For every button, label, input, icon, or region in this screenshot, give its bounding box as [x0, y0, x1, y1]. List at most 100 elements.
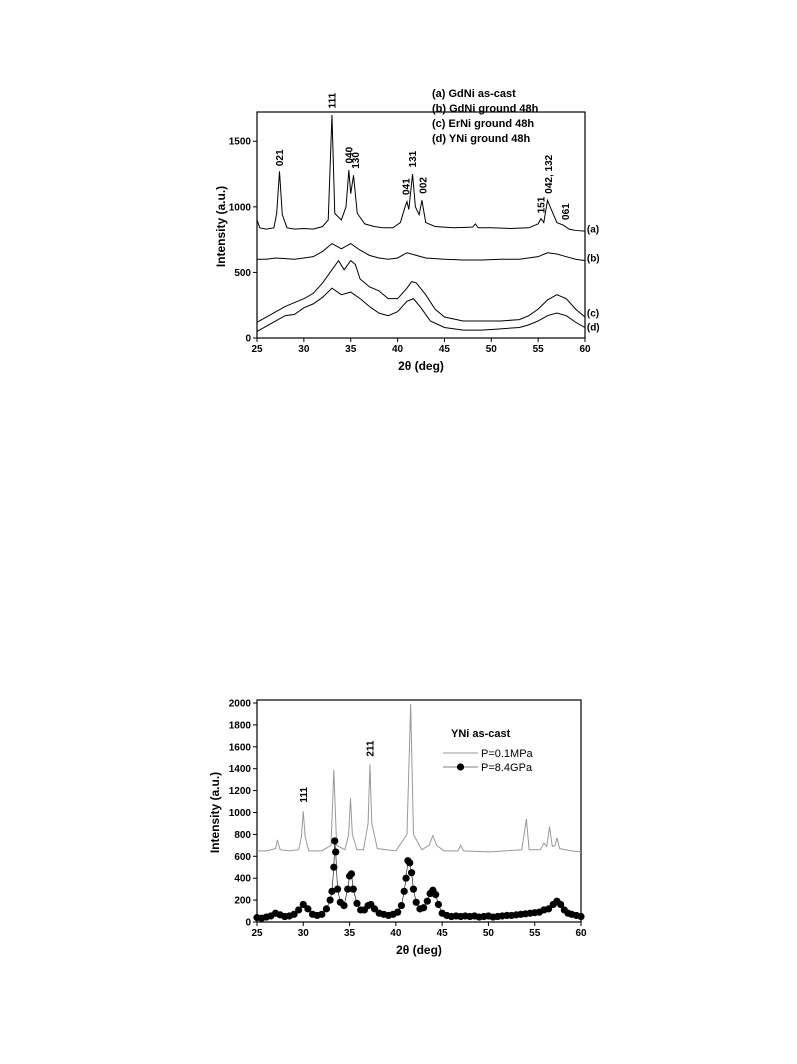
x-tick-label: 50 — [486, 344, 498, 355]
peak-label: 021 — [275, 149, 286, 166]
y-tick-label: 800 — [234, 830, 251, 841]
legend-title: YNi as-cast — [451, 728, 511, 740]
data-point — [295, 906, 303, 914]
legend-label: (b) GdNi ground 48h — [432, 103, 539, 115]
plot-frame — [256, 111, 586, 339]
data-point — [409, 885, 418, 893]
y-tick-label: 0 — [245, 918, 251, 929]
curve-label: (a) — [587, 225, 599, 236]
data-point — [318, 910, 326, 918]
legend-label: P=8.4GPa — [481, 762, 533, 774]
peak-label: 041 — [402, 178, 413, 195]
x-tick-label: 50 — [483, 928, 495, 939]
data-line — [256, 287, 586, 332]
y-axis-title: Intensity (a.u.) — [208, 772, 222, 853]
legend-label: (a) GdNi as-cast — [432, 88, 516, 100]
peak-label: 040 — [344, 146, 355, 163]
x-tick-label: 60 — [575, 928, 587, 939]
curve-label: (c) — [587, 309, 599, 320]
x-tick-label: 40 — [392, 344, 404, 355]
data-point — [304, 905, 312, 913]
data-line — [257, 704, 582, 853]
data-point — [407, 869, 416, 877]
data-point — [397, 901, 406, 910]
data-point — [545, 905, 553, 913]
data-point — [412, 898, 420, 906]
peak-label: 061 — [561, 203, 572, 220]
y-tick-label: 1500 — [229, 137, 252, 148]
x-tick-label: 35 — [344, 928, 356, 939]
x-tick-label: 60 — [579, 344, 591, 355]
y-tick-label: 2000 — [229, 699, 252, 710]
x-tick-label: 30 — [298, 344, 310, 355]
peak-label: 131 — [408, 150, 419, 167]
data-point — [353, 899, 361, 907]
data-point — [557, 900, 565, 909]
y-tick-label: 0 — [245, 334, 251, 345]
peak-label: 111 — [299, 787, 310, 803]
data-point — [423, 897, 431, 905]
x-tick-label: 35 — [345, 344, 357, 355]
data-point — [326, 896, 334, 904]
x-tick-label: 45 — [437, 928, 449, 939]
y-tick-label: 1200 — [229, 786, 252, 797]
peak-label: 002 — [418, 177, 429, 194]
data-point — [328, 887, 336, 895]
data-point — [394, 908, 402, 916]
x-tick-label: 55 — [529, 928, 541, 939]
x-tick-label: 55 — [533, 344, 545, 355]
legend-label: P=0.1MPa — [481, 748, 534, 760]
data-point — [299, 900, 307, 909]
data-line — [256, 114, 586, 232]
peak-label: 151 — [536, 196, 547, 213]
curve-label: (d) — [587, 322, 600, 333]
data-point — [332, 848, 340, 856]
curve-label: (b) — [587, 253, 600, 264]
data-point — [402, 874, 410, 882]
data-point — [331, 837, 339, 845]
data-point — [344, 885, 352, 893]
peak-label: 130 — [351, 152, 362, 169]
data-point — [349, 885, 357, 893]
plot-frame — [256, 699, 582, 923]
y-tick-label: 1800 — [229, 720, 252, 731]
x-axis-title: 2θ (deg) — [398, 359, 444, 373]
data-point — [370, 905, 379, 913]
data-point — [290, 910, 298, 918]
x-tick-label: 30 — [298, 928, 310, 939]
data-point — [577, 912, 585, 921]
data-point — [420, 904, 428, 912]
y-tick-label: 400 — [234, 874, 251, 885]
y-tick-label: 1000 — [229, 808, 252, 819]
x-axis-title: 2θ (deg) — [396, 943, 442, 957]
data-line — [256, 259, 586, 323]
x-tick-label: 25 — [251, 928, 263, 939]
peak-label: 211 — [365, 740, 376, 757]
data-point — [434, 900, 443, 909]
y-tick-label: 500 — [234, 268, 251, 279]
data-point — [333, 885, 342, 893]
y-tick-label: 200 — [234, 896, 251, 907]
y-tick-label: 1600 — [229, 742, 252, 753]
x-tick-label: 40 — [390, 928, 402, 939]
y-tick-label: 600 — [234, 852, 251, 863]
y-axis-title: Intensity (a.u.) — [214, 186, 228, 267]
data-point — [330, 863, 338, 871]
legend-label: (d) YNi ground 48h — [432, 133, 530, 145]
legend-label: (c) ErNi ground 48h — [432, 118, 534, 130]
data-line — [257, 242, 586, 262]
x-tick-label: 45 — [439, 344, 451, 355]
data-point — [406, 859, 414, 867]
peak-label: 042, 132 — [544, 154, 555, 193]
x-tick-label: 25 — [251, 344, 263, 355]
data-point — [347, 870, 356, 878]
y-tick-label: 1400 — [229, 764, 252, 775]
data-point — [322, 905, 331, 913]
legend-marker — [456, 763, 465, 771]
data-point — [432, 891, 440, 899]
data-point — [400, 887, 408, 895]
y-tick-label: 1000 — [229, 202, 252, 213]
data-point — [340, 901, 348, 910]
